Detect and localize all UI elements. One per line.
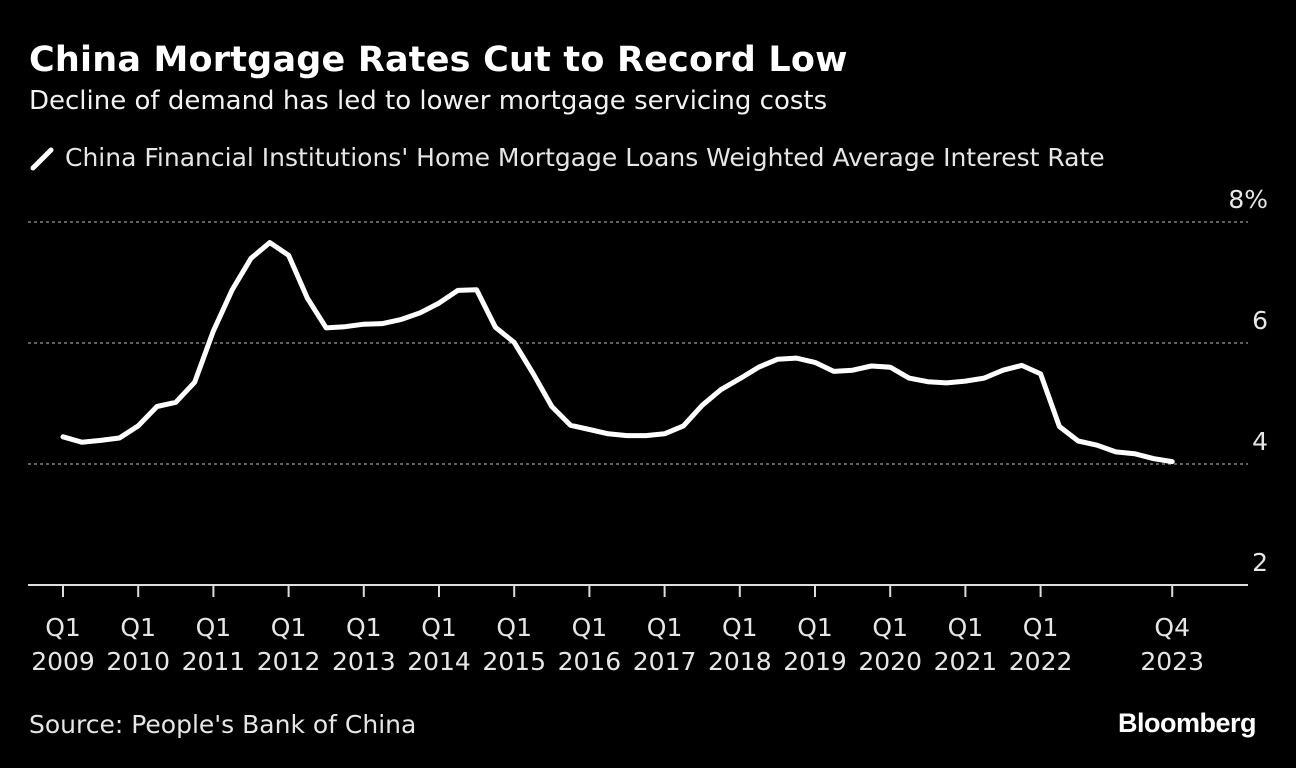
x-tick-year-2021: 2021 <box>934 647 998 676</box>
legend-line-icon <box>30 147 54 170</box>
x-tick-quarter-2021: Q1 <box>948 613 984 642</box>
x-tick-year-2011: 2011 <box>182 647 246 676</box>
x-tick-year-2022: 2022 <box>1009 647 1073 676</box>
x-tick-year-2014: 2014 <box>407 647 471 676</box>
x-tick-quarter-2017: Q1 <box>647 613 683 642</box>
x-tick-year-2020: 2020 <box>858 647 922 676</box>
x-tick-quarter-2018: Q1 <box>722 613 758 642</box>
x-tick-quarter-2020: Q1 <box>872 613 908 642</box>
x-tick-quarter-2012: Q1 <box>271 613 307 642</box>
x-tick-quarter-2009: Q1 <box>45 613 81 642</box>
x-tick-quarter-2019: Q1 <box>797 613 833 642</box>
x-tick-quarter-2014: Q1 <box>421 613 457 642</box>
source-note: Source: People's Bank of China <box>29 710 417 739</box>
x-tick-year-2019: 2019 <box>783 647 847 676</box>
x-tick-quarter-2022: Q1 <box>1023 613 1059 642</box>
x-tick-quarter-2016: Q1 <box>572 613 608 642</box>
y-tick-label-4: 4 <box>1252 427 1268 456</box>
y-tick-label-2: 2 <box>1252 548 1268 577</box>
legend-label: China Financial Institutions' Home Mortg… <box>65 143 1105 172</box>
legend: China Financial Institutions' Home Mortg… <box>29 143 1105 172</box>
x-tick-year-2023: 2023 <box>1140 647 1204 676</box>
bloomberg-logo: Bloomberg <box>1117 708 1257 738</box>
x-tick-year-2017: 2017 <box>633 647 697 676</box>
x-tick-quarter-2023: Q4 <box>1154 613 1190 642</box>
x-tick-quarter-2011: Q1 <box>196 613 232 642</box>
x-tick-year-2018: 2018 <box>708 647 772 676</box>
x-tick-year-2010: 2010 <box>106 647 170 676</box>
x-tick-quarter-2015: Q1 <box>496 613 532 642</box>
x-tick-quarter-2010: Q1 <box>120 613 156 642</box>
y-tick-label-8: 8% <box>1228 185 1268 214</box>
x-tick-year-2015: 2015 <box>482 647 546 676</box>
x-tick-year-2016: 2016 <box>558 647 622 676</box>
chart-subtitle: Decline of demand has led to lower mortg… <box>29 86 828 116</box>
x-tick-quarter-2013: Q1 <box>346 613 382 642</box>
y-tick-label-6: 6 <box>1252 306 1268 335</box>
x-tick-year-2013: 2013 <box>332 647 396 676</box>
series-line-0 <box>60 240 1175 465</box>
x-tick-year-2012: 2012 <box>257 647 321 676</box>
x-tick-year-2009: 2009 <box>31 647 95 676</box>
chart-title: China Mortgage Rates Cut to Record Low <box>29 40 848 80</box>
